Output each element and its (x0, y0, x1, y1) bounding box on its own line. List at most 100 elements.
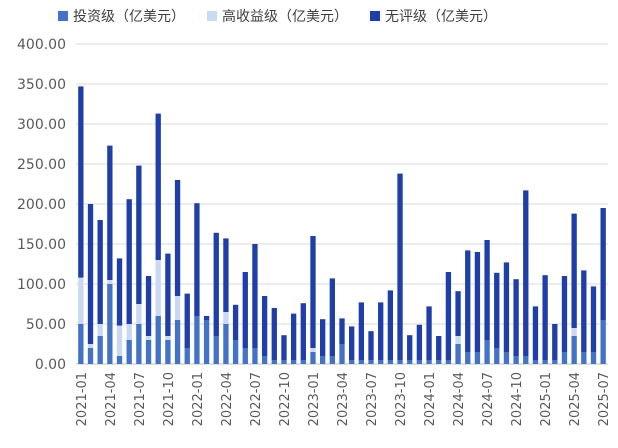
bar-unrated (600, 208, 606, 320)
bar-unrated (261, 296, 268, 356)
bar-unrated (590, 286, 597, 352)
bar-high-yield (87, 344, 94, 348)
bar-investment-grade (300, 360, 306, 364)
bar-high-yield (116, 325, 123, 356)
y-tick-label: 0.00 (35, 357, 66, 373)
bar-unrated (368, 331, 374, 360)
bar-investment-grade (445, 360, 452, 364)
bar-unrated (97, 220, 103, 324)
x-tick-label: 2022-04 (220, 372, 235, 426)
bar-investment-grade (261, 356, 268, 364)
bar-unrated (523, 190, 529, 356)
bar-investment-grade (571, 336, 577, 364)
bar-high-yield (223, 312, 229, 324)
bar-unrated (232, 304, 239, 340)
bar-investment-grade (542, 360, 548, 364)
bar-investment-grade (329, 356, 335, 364)
bar-investment-grade (552, 360, 558, 364)
bar-unrated (561, 276, 568, 352)
bar-unrated (78, 86, 84, 278)
x-tick-label: 2021-01 (75, 372, 90, 426)
x-tick-label: 2025-01 (539, 372, 554, 426)
bar-unrated (474, 252, 481, 352)
bar-unrated (252, 244, 258, 348)
bar-unrated (552, 324, 558, 360)
bar-investment-grade (223, 324, 229, 364)
bar-unrated (319, 319, 326, 356)
legend-swatch-high-yield (207, 11, 217, 21)
bar-investment-grade (436, 360, 442, 364)
bar-investment-grade (561, 352, 568, 364)
bar-investment-grade (290, 360, 297, 364)
bar-investment-grade (319, 356, 326, 364)
bar-high-yield (310, 348, 316, 352)
x-tick-label: 2021-10 (162, 372, 177, 426)
bar-unrated (310, 236, 316, 348)
y-tick-label: 50.00 (26, 317, 66, 333)
bar-investment-grade (145, 340, 152, 364)
x-tick-label: 2023-10 (394, 372, 409, 426)
bar-investment-grade (165, 340, 171, 364)
bar-investment-grade (358, 360, 365, 364)
bar-investment-grade (465, 352, 471, 364)
bar-investment-grade (126, 340, 132, 364)
bar-investment-grade (484, 340, 490, 364)
bar-investment-grade (474, 352, 481, 364)
bar-investment-grade (397, 360, 403, 364)
bar-investment-grade (600, 320, 606, 364)
bar-high-yield (136, 304, 142, 324)
bar-unrated (542, 275, 548, 360)
bar-investment-grade (194, 316, 200, 364)
bar-investment-grade (116, 356, 123, 364)
bar-unrated (184, 293, 190, 348)
bar-unrated (242, 272, 248, 348)
bar-investment-grade (310, 352, 316, 364)
x-tick-label: 2025-04 (568, 372, 583, 426)
x-tick-label: 2021-07 (133, 372, 148, 426)
x-tick-label: 2023-04 (336, 372, 351, 426)
bar-high-yield (165, 336, 171, 340)
bar-unrated (329, 278, 335, 356)
bar-unrated (87, 204, 94, 344)
bar-unrated (455, 291, 461, 336)
x-tick-label: 2022-07 (249, 372, 264, 426)
bar-high-yield (155, 260, 161, 316)
bar-unrated (465, 250, 471, 352)
bar-investment-grade (503, 352, 510, 364)
y-tick-label: 250.00 (17, 157, 66, 173)
bar-investment-grade (136, 324, 142, 364)
bar-unrated (503, 262, 510, 352)
bar-investment-grade (455, 344, 461, 364)
bar-unrated (581, 270, 587, 352)
bar-unrated (155, 113, 161, 260)
legend-item-investment-grade: 投资级（亿美元） (58, 6, 185, 26)
legend-item-high-yield: 高收益级（亿美元） (207, 6, 348, 26)
y-tick-label: 200.00 (17, 197, 66, 213)
bar-unrated (339, 318, 345, 344)
bar-investment-grade (271, 360, 277, 364)
bar-high-yield (107, 280, 113, 284)
bar-unrated (145, 276, 152, 336)
legend-swatch-investment-grade (58, 11, 68, 21)
x-tick-label: 2024-01 (423, 372, 438, 426)
bar-unrated (513, 279, 519, 356)
bar-unrated (407, 335, 413, 360)
bar-unrated (416, 324, 423, 360)
bar-unrated (223, 238, 229, 312)
bar-unrated (436, 336, 442, 360)
bar-investment-grade (407, 360, 413, 364)
bar-investment-grade (87, 348, 94, 364)
chart-legend: 投资级（亿美元） 高收益级（亿美元） 无评级（亿美元） (58, 6, 497, 26)
bar-unrated (445, 272, 452, 360)
bar-investment-grade (184, 348, 190, 364)
bar-investment-grade (203, 320, 210, 364)
legend-label-unrated: 无评级（亿美元） (385, 9, 497, 25)
bar-unrated (126, 199, 132, 324)
bar-investment-grade (590, 352, 597, 364)
bar-investment-grade (513, 356, 519, 364)
bar-investment-grade (339, 344, 345, 364)
bar-investment-grade (242, 348, 248, 364)
bar-high-yield (97, 324, 103, 336)
bar-unrated (397, 173, 403, 360)
bar-investment-grade (78, 324, 84, 364)
